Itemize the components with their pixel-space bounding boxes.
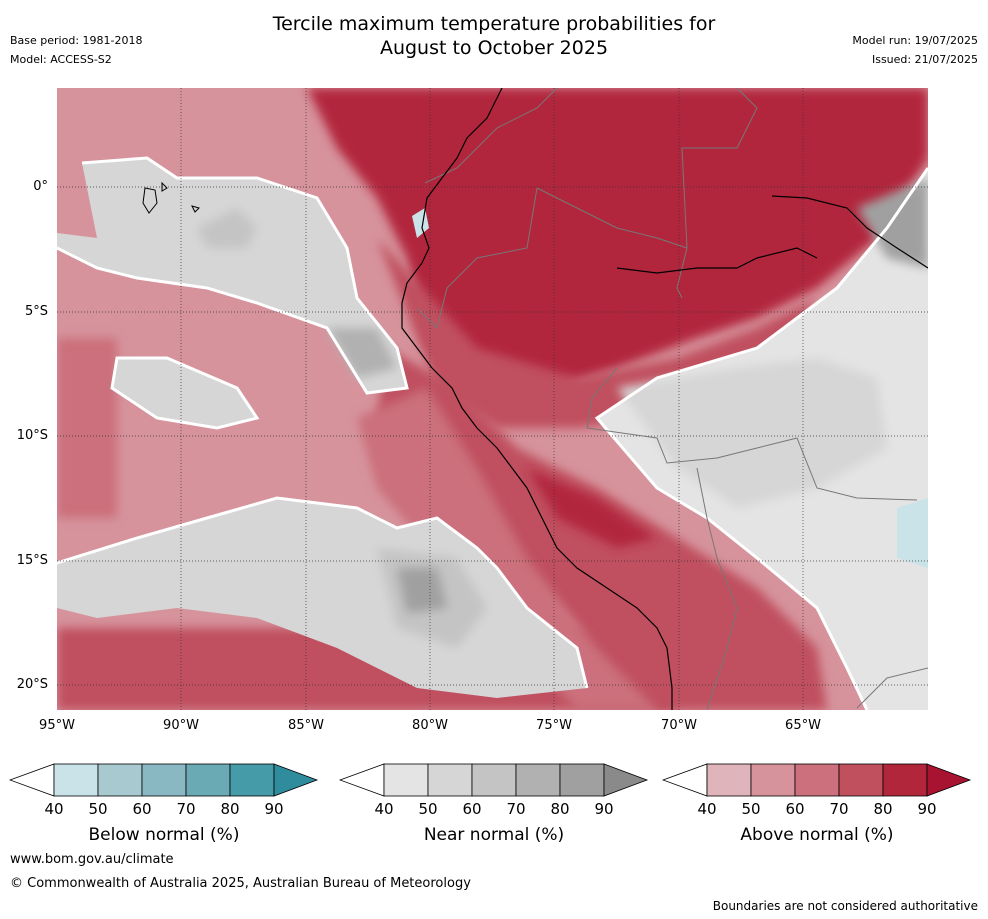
base-period: Base period: 1981-2018 — [10, 34, 143, 47]
title-line-2: August to October 2025 — [379, 37, 609, 59]
west-above-60 — [57, 338, 117, 518]
tick-label: 90 — [594, 800, 614, 818]
lon-label-90w: 90°W — [163, 718, 199, 733]
nw-near-60 — [197, 208, 257, 248]
tick-label: 50 — [88, 800, 108, 818]
coastal-above-80 — [527, 468, 657, 548]
east-below-normal — [897, 498, 928, 568]
coastline — [401, 88, 928, 710]
lat-label-0: 0° — [33, 179, 48, 194]
colorbar-below — [9, 763, 319, 797]
tick-label: 70 — [506, 800, 526, 818]
contour-lines — [57, 156, 928, 710]
tick-label: 70 — [829, 800, 849, 818]
tick-label: 40 — [697, 800, 717, 818]
footer-disclaimer: Boundaries are not considered authoritat… — [712, 899, 978, 913]
galapagos-islands — [142, 181, 200, 214]
colorbar-near — [339, 763, 649, 797]
lat-label-5s: 5°S — [24, 304, 48, 319]
tick-label: 50 — [418, 800, 438, 818]
lon-label-80w: 80°W — [412, 718, 448, 733]
lon-label-75w: 75°W — [536, 718, 572, 733]
footer-copyright: © Commonwealth of Australia 2025, Austra… — [10, 876, 471, 891]
lat-label-10s: 10°S — [16, 428, 48, 443]
lon-label-95w: 95°W — [39, 718, 75, 733]
lon-label-85w: 85°W — [288, 718, 324, 733]
tick-label: 80 — [220, 800, 240, 818]
tick-label: 50 — [741, 800, 761, 818]
nw-near-70 — [327, 328, 397, 378]
tick-label: 60 — [785, 800, 805, 818]
tick-label: 90 — [917, 800, 937, 818]
footer-url: www.bom.gov.au/climate — [10, 852, 174, 867]
se-near-60 — [617, 358, 887, 508]
tick-label: 90 — [264, 800, 284, 818]
model-run: Model run: 19/07/2025 — [852, 34, 978, 47]
colorbar-near-title: Near normal (%) — [423, 825, 565, 845]
tick-label: 40 — [44, 800, 64, 818]
lat-label-20s: 20°S — [16, 677, 48, 692]
chart-title: Tercile maximum temperature probabilitie… — [0, 12, 988, 60]
tick-label: 40 — [374, 800, 394, 818]
sw-near-normal — [57, 498, 587, 698]
tick-label: 80 — [550, 800, 570, 818]
model-name: Model: ACCESS-S2 — [10, 53, 112, 66]
lon-label-70w: 70°W — [661, 718, 697, 733]
ne-near-80 — [857, 178, 928, 268]
nw-near-normal — [57, 158, 407, 393]
tick-label: 60 — [462, 800, 482, 818]
issued-date: Issued: 21/07/2025 — [871, 53, 978, 66]
sw-near-80 — [397, 568, 447, 613]
meta-right: Model run: 19/07/2025 Issued: 21/07/2025 — [852, 31, 978, 69]
graticule — [57, 88, 928, 710]
tick-label: 80 — [873, 800, 893, 818]
meta-left: Base period: 1981-2018 Model: ACCESS-S2 — [10, 31, 142, 69]
tick-label: 70 — [176, 800, 196, 818]
coastal-above-60 — [357, 388, 657, 710]
title-line-1: Tercile maximum temperature probabilitie… — [272, 13, 716, 35]
amazon-above-80 — [307, 88, 928, 398]
colorbar-below-title: Below normal (%) — [88, 825, 240, 845]
probability-map — [57, 88, 928, 710]
tick-label: 60 — [132, 800, 152, 818]
lon-label-65w: 65°W — [785, 718, 821, 733]
colorbar-above — [662, 763, 972, 797]
coastal-below-normal — [412, 208, 429, 238]
colorbar-above-title: Above normal (%) — [740, 825, 894, 845]
lat-label-15s: 15°S — [16, 553, 48, 568]
